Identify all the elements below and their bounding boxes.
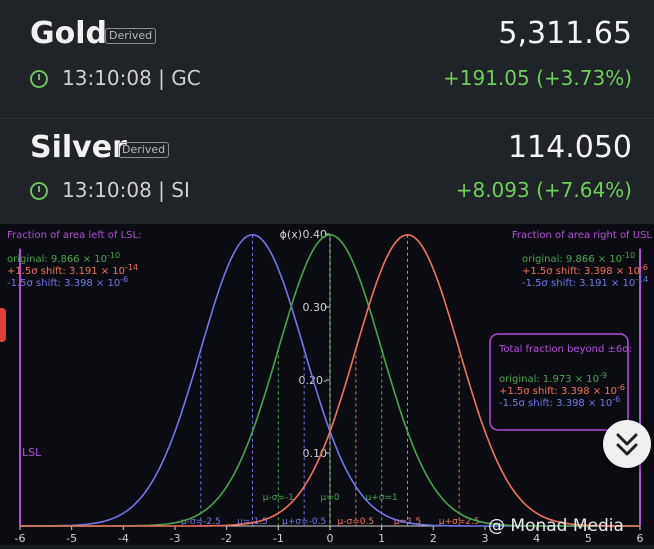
expand-button[interactable]	[603, 420, 651, 468]
sigma-marker-label: μ=0	[321, 493, 340, 503]
sigma-marker-label: μ+σ=-0.5	[282, 517, 326, 527]
y-tick-label: 0.40	[303, 228, 328, 241]
gold-name: Gold	[30, 16, 107, 51]
right-annotation-line: original: 9.866 × 10-10	[522, 251, 635, 265]
summary-box-title: Total fraction beyond ±6σ:	[498, 344, 632, 355]
x-tick-label: 3	[482, 532, 489, 545]
x-tick-label: 0	[327, 532, 334, 545]
gold-time: 13:10:08 | GC	[62, 66, 201, 90]
y-axis-label: ϕ(x)	[280, 228, 302, 241]
x-tick-label: 2	[430, 532, 437, 545]
x-tick-label: -4	[118, 532, 129, 545]
watermark: @ Monad Media	[488, 516, 624, 536]
silver-time: 13:10:08 | SI	[62, 178, 190, 202]
silver-ticker-card[interactable]	[0, 118, 654, 225]
side-tab-handle[interactable]	[0, 308, 6, 342]
sigma-marker-label: μ-σ=-1	[263, 493, 294, 503]
x-tick-label: 6	[637, 532, 644, 545]
x-tick-label: -6	[15, 532, 26, 545]
summary-box-line: original: 1.973 × 10-9	[499, 371, 607, 385]
y-tick-label: 0.10	[303, 447, 328, 460]
summary-box-line: +1.5σ shift: 3.398 × 10-6	[499, 383, 625, 397]
right-annotation-line: -1.5σ shift: 3.191 × 10-14	[522, 275, 648, 289]
silver-change: +8.093 (+7.64%)	[455, 178, 632, 202]
gold-price: 5,311.65	[498, 16, 632, 51]
series-line-+1.5σ shift	[20, 233, 640, 527]
silver-name: Silver	[30, 130, 127, 165]
x-tick-label: -1	[273, 532, 284, 545]
x-tick-label: 4	[533, 532, 540, 545]
right-annotation-title: Fraction of area right of USL	[512, 230, 653, 241]
left-annotation-title: Fraction of area left of LSL:	[7, 230, 141, 241]
gold-ticker-card[interactable]	[0, 0, 654, 118]
sigma-marker-label: μ-σ=-2.5	[181, 517, 221, 527]
silver-derived-badge: Derived	[118, 142, 170, 158]
left-annotation-line: -1.5σ shift: 3.398 × 10-6	[7, 275, 128, 289]
summary-box-line: -1.5σ shift: 3.398 × 10-6	[499, 395, 620, 409]
summary-box	[489, 333, 629, 431]
normal-distribution-chart: -6 -5 -4 -3 -2 -1 0 1 2 3 4 5 60.100.20-0.300.40ϕ(x)…	[7, 228, 653, 545]
lsl-label: LSL	[22, 446, 42, 459]
sigma-marker-label: μ-σ=0.5	[338, 517, 375, 527]
right-annotation-line: +1.5σ shift: 3.398 × 10-6	[522, 263, 648, 277]
gold-derived-badge: Derived	[105, 28, 157, 44]
double-chevron-down-icon	[616, 433, 638, 456]
chart-image: -6 -5 -4 -3 -2 -1 0 1 2 3 4 5 6 0.10 0.20- 0.30 0.40 ϕ(x)…	[0, 224, 654, 545]
gold-change: +191.05 (+3.73%)	[443, 66, 632, 90]
sigma-marker-label: μ+σ=1	[366, 493, 398, 503]
left-annotation-line: original: 9.866 × 10-10	[7, 251, 120, 265]
x-tick-label: -2	[221, 532, 232, 545]
silver-price: 114.050	[507, 130, 632, 165]
x-tick-label: 5	[585, 532, 592, 545]
x-tick-label: -3	[170, 532, 181, 545]
x-tick-label: -5	[66, 532, 77, 545]
left-annotation-line: +1.5σ shift: 3.191 × 10-14	[7, 263, 138, 277]
y-tick-label: 0.30	[303, 301, 328, 314]
sigma-marker-label: μ+σ=2.5	[439, 517, 480, 527]
x-tick-label: 1	[378, 532, 385, 545]
clock-icon	[30, 182, 48, 200]
clock-icon	[30, 70, 48, 88]
